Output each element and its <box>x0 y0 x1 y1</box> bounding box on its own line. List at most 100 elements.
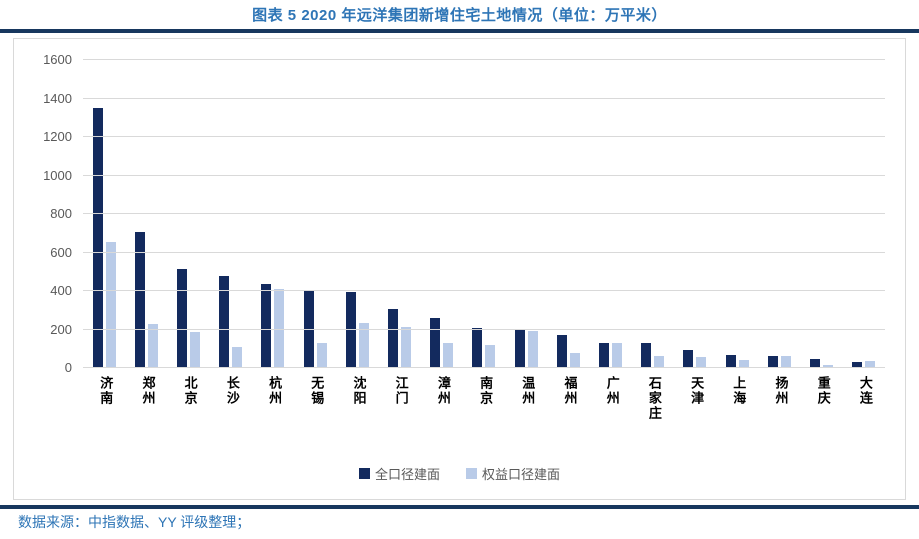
footer-divider <box>0 505 919 509</box>
x-tick-label: 天津 <box>688 376 704 406</box>
x-tick-label: 漳州 <box>434 376 450 406</box>
x-axis-labels: 济南 郑州 北京 长沙 杭州 无锡 沈阳 江门 漳州 南京 温州 福州 广州 石家庄 天津 上海 扬州 重庆 大连 <box>83 376 885 421</box>
bar-equity-caliber <box>443 343 454 368</box>
bar-equity-caliber <box>190 332 200 368</box>
bar-equity-caliber <box>696 357 707 368</box>
x-label-cell: 漳州 <box>421 376 463 421</box>
bar-equity-caliber <box>316 342 327 368</box>
x-label-cell: 济南 <box>83 376 125 421</box>
bar-group <box>505 60 547 368</box>
bar-group <box>758 60 800 368</box>
x-tick-label: 北京 <box>181 376 197 406</box>
bar-group <box>547 60 589 368</box>
bar-full-caliber <box>177 268 187 368</box>
bar-equity-caliber <box>654 356 665 368</box>
bar-group <box>800 60 842 368</box>
y-tick-label: 1400 <box>43 90 72 106</box>
x-tick-label: 长沙 <box>223 376 239 406</box>
plot-area <box>83 59 885 368</box>
bar-equity-caliber <box>274 288 285 368</box>
bar-group <box>589 60 631 368</box>
bar-group <box>336 60 378 368</box>
x-tick-label: 江门 <box>392 376 408 406</box>
bar-equity-caliber <box>485 344 496 368</box>
bar-equity-caliber <box>865 361 876 368</box>
y-tick-label: 800 <box>50 206 72 221</box>
x-label-cell: 天津 <box>674 376 716 421</box>
x-label-cell: 长沙 <box>210 376 252 421</box>
bar-full-caliber <box>472 328 483 368</box>
legend-item-full-caliber: 全口径建面 <box>358 464 440 483</box>
bar-equity-caliber <box>232 346 243 368</box>
bar-group <box>167 60 209 368</box>
x-tick-label: 杭州 <box>266 376 282 406</box>
bar-full-caliber <box>641 343 652 368</box>
bar-full-caliber <box>556 335 567 368</box>
gridline <box>83 251 885 253</box>
x-label-cell: 沈阳 <box>336 376 378 421</box>
gridline <box>83 328 885 330</box>
x-label-cell: 郑州 <box>125 376 167 421</box>
legend-swatch-equity-caliber-icon <box>466 468 477 479</box>
bar-equity-caliber <box>823 365 834 368</box>
legend-label-full-caliber: 全口径建面 <box>374 467 440 482</box>
x-label-cell: 上海 <box>716 376 758 421</box>
bar-group <box>83 60 125 368</box>
bar-full-caliber <box>388 309 399 368</box>
x-label-cell: 广州 <box>589 376 631 421</box>
bar-full-caliber <box>810 359 821 368</box>
bar-group <box>252 60 294 368</box>
bar-full-caliber <box>219 276 230 368</box>
bar-equity-caliber <box>105 241 116 368</box>
bar-full-caliber <box>430 318 441 368</box>
legend-label-equity-caliber: 权益口径建面 <box>482 467 561 482</box>
y-tick-label: 1600 <box>43 52 72 67</box>
bars-row <box>83 60 885 368</box>
gridline <box>83 174 885 176</box>
bar-full-caliber <box>852 362 863 368</box>
bar-group <box>378 60 420 368</box>
x-label-cell: 杭州 <box>252 376 294 421</box>
bar-full-caliber <box>514 328 525 368</box>
y-axis-labels: 0 200 400 600 800 1000 1200 1400 1600 <box>14 52 72 375</box>
bar-group <box>674 60 716 368</box>
bar-equity-caliber <box>569 353 580 368</box>
legend: 全口径建面 权益口径建面 <box>14 464 905 483</box>
x-tick-label: 沈阳 <box>350 376 366 406</box>
x-tick-label: 石家庄 <box>645 376 661 421</box>
x-tick-label: 济南 <box>97 376 113 406</box>
y-tick-label: 1200 <box>43 129 72 144</box>
bar-group <box>125 60 167 368</box>
gridline <box>83 136 885 137</box>
chart-container: 0 200 400 600 800 1000 1200 1400 1600 济南 郑州 北京 长沙 杭州… <box>13 38 906 500</box>
bar-group <box>716 60 758 368</box>
x-tick-label: 温州 <box>519 376 535 406</box>
x-label-cell: 温州 <box>505 376 547 421</box>
bar-full-caliber <box>134 232 145 368</box>
x-label-cell: 江门 <box>378 376 420 421</box>
y-tick-label: 200 <box>50 321 72 337</box>
x-label-cell: 重庆 <box>800 376 842 421</box>
bar-equity-caliber <box>358 322 369 368</box>
data-source: 数据来源：中指数据、YY 评级整理； <box>18 514 251 530</box>
bar-group <box>843 60 885 368</box>
bar-full-caliber <box>767 356 778 368</box>
gridline <box>83 290 885 291</box>
x-tick-label: 扬州 <box>772 376 788 406</box>
gridline <box>83 367 885 368</box>
x-tick-label: 上海 <box>730 376 746 406</box>
x-tick-label: 广州 <box>603 376 619 406</box>
gridline <box>83 213 885 214</box>
bar-equity-caliber <box>401 326 412 368</box>
bar-group <box>421 60 463 368</box>
x-label-cell: 南京 <box>463 376 505 421</box>
bar-group <box>632 60 674 368</box>
gridline <box>83 59 885 60</box>
y-tick-label: 1000 <box>43 167 72 183</box>
chart-title: 图表 5 2020 年远洋集团新增住宅土地情况（单位：万平米） <box>252 7 667 24</box>
y-tick-label: 0 <box>64 360 72 375</box>
bar-full-caliber <box>725 355 736 368</box>
x-tick-label: 无锡 <box>308 376 324 406</box>
x-label-cell: 石家庄 <box>632 376 674 421</box>
